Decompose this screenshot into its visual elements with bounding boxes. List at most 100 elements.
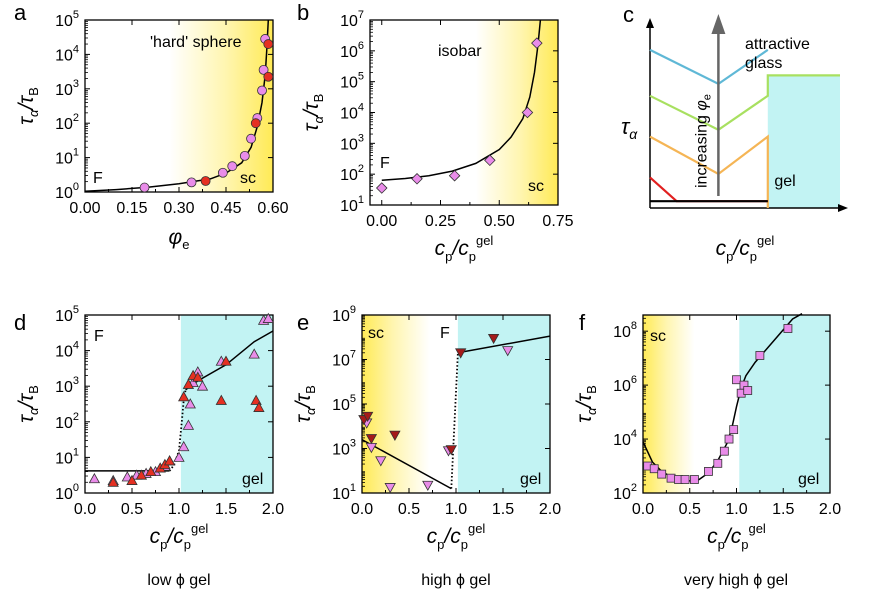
- data-point: [531, 37, 543, 49]
- shading-yellow-region: [362, 315, 430, 493]
- y-tick-label: 100: [55, 181, 79, 202]
- data-point: [783, 324, 793, 333]
- data-point: [713, 458, 723, 468]
- shading-cyan-region: [739, 315, 830, 493]
- x-tick-label: 0.15: [116, 200, 147, 217]
- x-tick-label: 1.0: [445, 501, 467, 518]
- data-point: [649, 464, 659, 474]
- panel-label: e: [297, 310, 309, 335]
- y-tick-label: 102: [55, 411, 79, 432]
- data-point: [139, 182, 150, 193]
- y-tick-label: 103: [332, 438, 356, 459]
- svg-text:τα/τB: τα/τB: [573, 385, 599, 423]
- data-point: [729, 425, 739, 435]
- data-point: [250, 118, 261, 129]
- x-axis-label: cp/cpgel: [707, 521, 766, 552]
- curve-green: [649, 74, 840, 132]
- svg-text:τα/τB: τα/τB: [300, 94, 326, 132]
- y-tick-label: 105: [55, 304, 79, 325]
- data-point: [227, 161, 238, 172]
- data-point: [215, 394, 227, 405]
- data-point: [411, 173, 423, 185]
- region-label: sc: [368, 325, 384, 342]
- panel-label: c: [623, 2, 634, 27]
- data-point: [680, 475, 690, 484]
- x-axis-label: cp/cpgel: [435, 233, 494, 264]
- data-point: [200, 176, 211, 186]
- data-point: [732, 375, 741, 385]
- x-tick-label: 0.5: [679, 501, 701, 518]
- data-point: [250, 394, 262, 405]
- data-point: [239, 150, 250, 161]
- y-tick-label: 103: [340, 132, 364, 153]
- data-point: [192, 371, 204, 382]
- panel-caption: very high ϕ gel: [684, 572, 788, 589]
- region-label: F: [94, 328, 104, 345]
- x-axis-label: cp/cpgel: [427, 521, 486, 552]
- y-tick-label: 104: [340, 102, 364, 123]
- x-tick-label: 1.5: [772, 501, 794, 518]
- svg-text:increasing φe: increasing φe: [693, 94, 713, 188]
- region-label: F: [440, 325, 450, 342]
- data-point: [743, 386, 753, 395]
- panel-a: a 0.00 0.15 0.30 0.45 0.60 100 101 102 103 104 105 '…: [14, 0, 289, 252]
- data-point: [182, 419, 195, 430]
- data-point: [455, 348, 467, 359]
- svg-text:τα/τB: τα/τB: [15, 87, 41, 125]
- panel-c: c increasing φe attractive glass gel τα cp/cpg…: [621, 2, 848, 264]
- data-point: [196, 380, 209, 391]
- data-point: [258, 64, 269, 75]
- series-red: [107, 355, 265, 487]
- x-axis-label: φe: [169, 226, 190, 252]
- data-point: [163, 455, 176, 466]
- data-point: [375, 182, 388, 194]
- data-point: [88, 472, 101, 484]
- y-tick-label: 105: [340, 71, 364, 92]
- data-point: [263, 39, 274, 49]
- svg-text:τα/τB: τα/τB: [292, 385, 318, 423]
- series-red: [200, 39, 274, 186]
- data-point: [521, 106, 534, 119]
- data-point: [262, 312, 274, 323]
- x-tick-label: 1.5: [215, 501, 237, 518]
- y-tick-label: 107: [332, 349, 356, 370]
- y-tick-label: 106: [613, 374, 637, 395]
- y-tick-label: 101: [55, 147, 79, 168]
- increasing-label: increasing φe: [693, 94, 713, 188]
- y-tick-label: 108: [613, 320, 637, 341]
- data-point: [246, 133, 256, 144]
- region-label: gel: [520, 471, 541, 488]
- panel-label: d: [14, 310, 26, 335]
- x-tick-label: 2.0: [819, 501, 841, 518]
- shading-yellow-region: [169, 20, 273, 192]
- region-label: 'hard' sphere: [150, 34, 242, 51]
- x-tick-label: 0.0: [74, 501, 96, 518]
- x-tick-label: 0.25: [425, 213, 456, 230]
- x-tick-label: 1.0: [725, 501, 747, 518]
- panel-label: b: [297, 0, 309, 25]
- data-point: [724, 434, 734, 444]
- y-tick-label: 103: [55, 375, 79, 396]
- x-tick-label: 0.5: [398, 501, 420, 518]
- shading-yellow-region: [475, 20, 558, 205]
- data-point: [487, 333, 500, 345]
- x-tick-label: 1.0: [168, 501, 190, 518]
- y-tick-label: 102: [340, 163, 364, 184]
- y-tick-label: 106: [340, 40, 364, 61]
- region-label: sc: [528, 178, 544, 195]
- panel-label: f: [579, 310, 586, 335]
- data-point: [248, 348, 260, 359]
- series-pink: [139, 34, 271, 193]
- data-point: [135, 469, 148, 480]
- shading-cyan-region: [457, 315, 550, 493]
- annotation-attractive-glass: attractive glass: [745, 36, 810, 72]
- region-label: isobar: [438, 43, 482, 60]
- y-tick-label: 101: [332, 482, 356, 503]
- fit-line-solid: [457, 335, 551, 354]
- fit-line-solid: [381, 19, 542, 182]
- data-point: [657, 469, 667, 479]
- y-tick-label: 101: [55, 446, 79, 467]
- data-point: [389, 430, 401, 441]
- data-point: [755, 351, 765, 360]
